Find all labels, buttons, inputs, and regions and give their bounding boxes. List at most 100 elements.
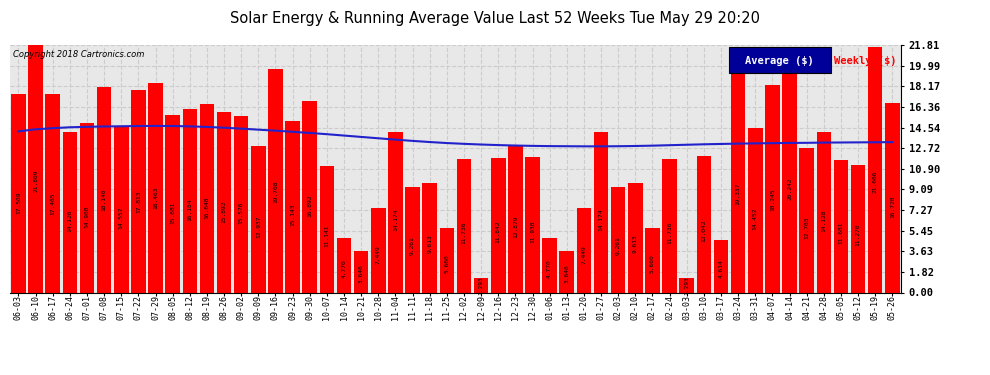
Bar [251,146,265,292]
Text: 3.646: 3.646 [358,264,363,283]
Bar [799,148,814,292]
Bar [456,159,471,292]
Bar [697,156,711,292]
Text: 11.842: 11.842 [496,221,501,243]
Bar [353,251,368,292]
Text: 17.465: 17.465 [50,192,55,214]
Text: 12.879: 12.879 [513,216,518,238]
Bar [268,69,283,292]
Text: 14.552: 14.552 [119,207,124,230]
Bar [765,86,780,292]
Text: 12.042: 12.042 [701,220,706,242]
Text: 9.261: 9.261 [410,236,415,255]
Bar [559,251,574,292]
Text: 11.141: 11.141 [325,224,330,247]
Text: 16.184: 16.184 [187,199,192,221]
Text: 7.449: 7.449 [581,245,586,264]
Bar [543,238,557,292]
Bar [285,121,300,292]
Bar [320,166,335,292]
Bar [97,87,112,292]
Text: Solar Energy & Running Average Value Last 52 Weeks Tue May 29 20:20: Solar Energy & Running Average Value Las… [230,11,760,26]
Bar [576,208,591,292]
Text: 9.613: 9.613 [428,234,433,253]
Text: 16.892: 16.892 [307,195,312,217]
Bar [526,157,540,292]
Text: 16.728: 16.728 [890,196,895,218]
Bar [114,128,129,292]
Bar [645,228,659,292]
Bar [628,183,643,292]
Bar [611,188,626,292]
Bar [679,278,694,292]
Text: 5.660: 5.660 [445,254,449,273]
Bar [782,63,797,292]
Text: 11.681: 11.681 [839,222,843,244]
Text: 15.576: 15.576 [239,202,244,224]
Text: 14.174: 14.174 [393,209,398,231]
Text: 11.736: 11.736 [461,221,466,244]
Bar [388,132,403,292]
Bar [508,146,523,292]
Text: 14.452: 14.452 [752,207,757,230]
Bar [80,123,94,292]
Bar [303,101,317,292]
Bar [200,104,214,292]
Text: 14.174: 14.174 [599,209,604,231]
Bar [46,94,60,292]
Text: 12.937: 12.937 [255,215,260,238]
Bar [662,159,677,292]
Bar [29,45,43,292]
Text: 19.708: 19.708 [273,181,278,203]
Text: 7.449: 7.449 [376,245,381,264]
Text: 18.245: 18.245 [770,188,775,211]
Text: 9.613: 9.613 [633,234,638,253]
Bar [234,116,248,292]
Bar [731,73,745,292]
Bar [217,112,232,292]
Text: 17.813: 17.813 [136,190,141,213]
Text: Weekly ($): Weekly ($) [834,56,897,66]
Text: 15.892: 15.892 [222,200,227,223]
Text: 3.646: 3.646 [564,264,569,283]
Text: Copyright 2018 Cartronics.com: Copyright 2018 Cartronics.com [13,50,144,59]
Text: 21.666: 21.666 [873,171,878,193]
Text: 21.809: 21.809 [33,170,38,192]
Bar [423,183,437,292]
Bar [371,208,385,292]
Text: 18.140: 18.140 [102,189,107,211]
Text: 9.261: 9.261 [616,236,621,255]
Text: Average ($): Average ($) [745,56,814,66]
Text: 1.293: 1.293 [684,276,689,295]
Text: 20.242: 20.242 [787,178,792,200]
Text: 4.770: 4.770 [342,259,346,278]
Text: 11.938: 11.938 [530,220,535,243]
Text: 12.703: 12.703 [804,216,809,239]
Text: 16.648: 16.648 [205,196,210,219]
Bar [834,160,848,292]
Bar [817,132,831,292]
Bar [131,90,146,292]
Bar [474,278,488,292]
Text: 4.770: 4.770 [547,259,552,278]
Bar [11,94,26,292]
Text: 14.908: 14.908 [84,205,89,228]
Text: 14.126: 14.126 [67,209,72,232]
Bar [148,83,162,292]
Bar [440,228,454,292]
Bar [729,48,832,74]
Bar [337,238,351,292]
Bar [714,240,729,292]
Text: 5.660: 5.660 [650,254,655,273]
Bar [885,103,900,292]
Text: 1.293: 1.293 [478,276,483,295]
Text: 11.736: 11.736 [667,221,672,244]
Text: 18.463: 18.463 [153,187,158,210]
Bar [165,114,180,292]
Bar [491,158,506,292]
Bar [850,165,865,292]
Bar [62,132,77,292]
Text: 14.128: 14.128 [822,209,827,232]
Text: 15.143: 15.143 [290,204,295,226]
Text: 17.509: 17.509 [16,192,21,214]
